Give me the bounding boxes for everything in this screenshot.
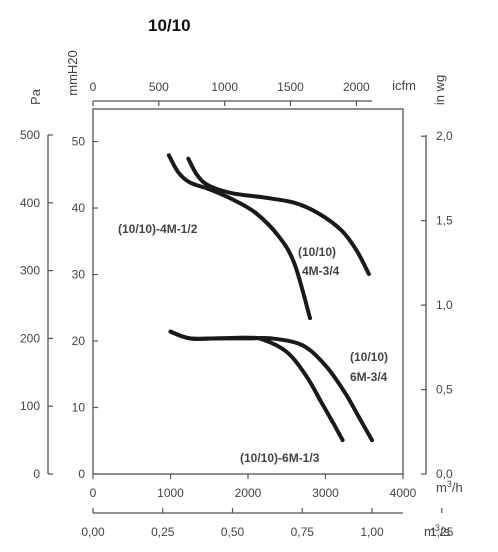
pa-tick-label: 300: [20, 264, 40, 278]
series-line: [166, 153, 312, 321]
icfm-tick-label: 1500: [277, 80, 304, 94]
mmh2o-tick-label: 30: [72, 268, 86, 282]
pa-tick-label: 200: [20, 331, 40, 345]
label-4m-3-4-line1: (10/10): [298, 245, 336, 259]
m3s-tick-label: 0,50: [221, 525, 245, 539]
label-6m-1-3: (10/10)-6M-1/3: [240, 451, 320, 465]
m3h-tick-label: 3000: [312, 486, 339, 500]
top-axis-label: icfm: [392, 78, 416, 93]
pa-tick-label: 0: [33, 467, 40, 481]
m3h-tick-label: 4000: [390, 486, 417, 500]
mmh2o-tick-label: 0: [78, 467, 85, 481]
label-4m-1-2: (10/10)-4M-1/2: [118, 222, 198, 236]
pa-tick-label: 500: [20, 128, 40, 142]
m3s-tick-label: 0,25: [151, 525, 175, 539]
inwg-tick-label: 1,0: [436, 298, 453, 312]
label-4m-3-4-line2: 4M-3/4: [302, 264, 340, 278]
m3s-tick-label: 0,75: [291, 525, 315, 539]
m3h-tick-label: 0: [90, 486, 97, 500]
m3s-tick-label: 0,00: [81, 525, 105, 539]
label-6m-3-4-line2: 6M-3/4: [350, 370, 388, 384]
mmh2o-tick-label: 40: [72, 201, 86, 215]
series-line: [168, 329, 345, 443]
m3h-tick-label: 1000: [157, 486, 184, 500]
mmh2o-tick-label: 10: [72, 401, 86, 415]
mmh2o-tick-label: 20: [72, 334, 86, 348]
pa-tick-label: 100: [20, 399, 40, 413]
inwg-tick-label: 1,5: [436, 214, 453, 228]
m3h-axis-label: m3/h: [436, 479, 463, 495]
icfm-tick-label: 1000: [211, 80, 238, 94]
inwg-tick-label: 0,5: [436, 383, 453, 397]
inwg-tick-label: 2,0: [436, 129, 453, 143]
pa-axis-label: Pa: [28, 88, 43, 105]
inwg-axis-label: in wg: [432, 75, 447, 105]
mmh2o-axis-label: mmH20: [65, 50, 80, 96]
icfm-tick-label: 2000: [343, 80, 370, 94]
icfm-tick-label: 500: [149, 80, 169, 94]
series-line: [186, 156, 371, 276]
m3h-tick-label: 2000: [235, 486, 262, 500]
icfm-tick-label: 0: [90, 80, 97, 94]
inwg-tick-label: 0,0: [436, 467, 453, 481]
plot-frame: [92, 108, 404, 475]
series-line: [168, 329, 374, 443]
m3s-tick-label: 1,25: [430, 525, 454, 539]
m3s-tick-label: 1,00: [360, 525, 384, 539]
m3s-axis-label: m3/s: [424, 523, 450, 539]
pa-tick-label: 400: [20, 196, 40, 210]
chart-title: 10/10: [148, 16, 191, 35]
mmh2o-tick-label: 50: [72, 135, 86, 149]
label-6m-3-4-line1: (10/10): [350, 350, 388, 364]
